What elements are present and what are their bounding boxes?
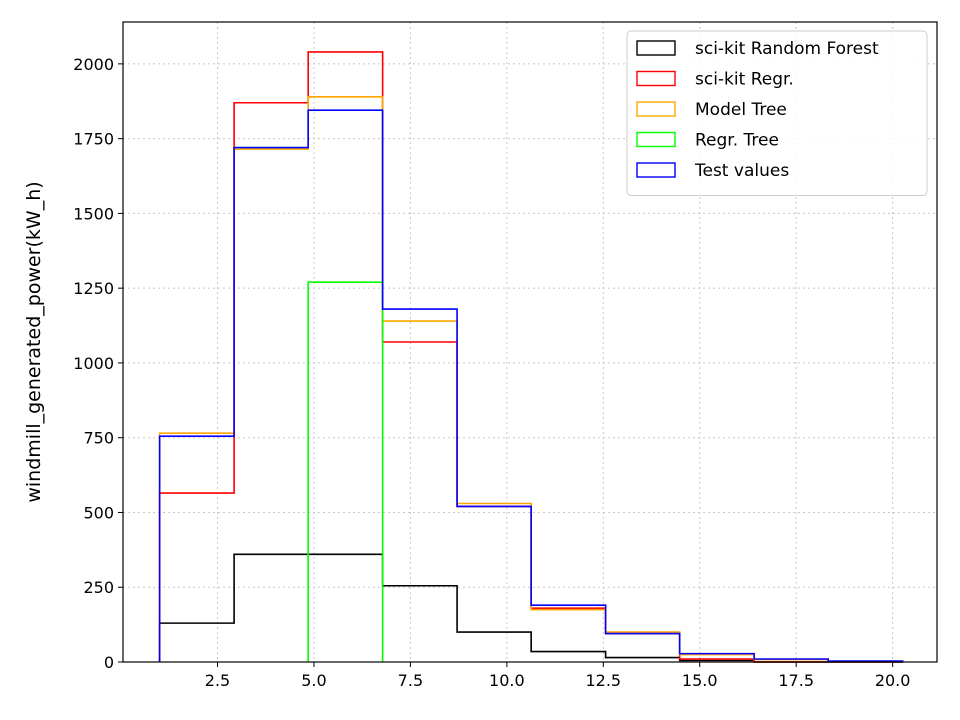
y-tick-label: 1000 xyxy=(73,354,114,373)
series-layer xyxy=(158,51,904,663)
y-tick-label: 1250 xyxy=(73,279,114,298)
legend-entry-label: sci-kit Random Forest xyxy=(695,39,879,59)
y-tick-label: 500 xyxy=(83,503,114,522)
legend-swatch xyxy=(636,131,676,148)
y-tick-label: 0 xyxy=(104,653,114,672)
y-axis-label: windmill_generated_power(kW_h) xyxy=(23,181,45,502)
legend: sci-kit Random Forest sci-kit Regr. Model … xyxy=(626,30,928,196)
x-tick-label: 17.5 xyxy=(778,671,814,690)
legend-entry-label: Regr. Tree xyxy=(695,131,779,151)
x-tick-label: 7.5 xyxy=(398,671,423,690)
series-step-4 xyxy=(158,109,904,662)
plot-frame xyxy=(122,21,938,663)
y-tick-label: 2000 xyxy=(73,55,114,74)
x-tick-label: 15.0 xyxy=(682,671,718,690)
x-tick-label: 10.0 xyxy=(489,671,525,690)
y-tick-label: 250 xyxy=(83,578,114,597)
legend-swatch xyxy=(636,40,676,56)
legend-entry-label: Model Tree xyxy=(695,100,787,120)
x-tick-label: 12.5 xyxy=(585,671,621,690)
x-tick-label: 5.0 xyxy=(301,671,326,690)
x-axis-ticks: 2.5 5.0 7.5 10.0 12.5 15.0 17.5 20.0 xyxy=(205,662,911,690)
y-tick-label: 750 xyxy=(83,429,114,448)
x-tick-label: 20.0 xyxy=(875,671,911,690)
legend-entry-label: Test values xyxy=(694,161,789,181)
legend-entry-label: sci-kit Regr. xyxy=(695,70,794,90)
x-tick-label: 2.5 xyxy=(205,671,230,690)
y-axis-ticks: 0 250 500 750 1000 1250 1500 1750 2000 xyxy=(73,55,123,672)
series-step-3 xyxy=(307,281,384,662)
legend-swatch xyxy=(636,162,676,178)
legend-swatch xyxy=(636,101,676,117)
y-tick-label: 1750 xyxy=(73,130,114,149)
legend-swatch xyxy=(636,70,676,87)
legend-box xyxy=(626,30,928,196)
y-tick-label: 1500 xyxy=(73,204,114,223)
